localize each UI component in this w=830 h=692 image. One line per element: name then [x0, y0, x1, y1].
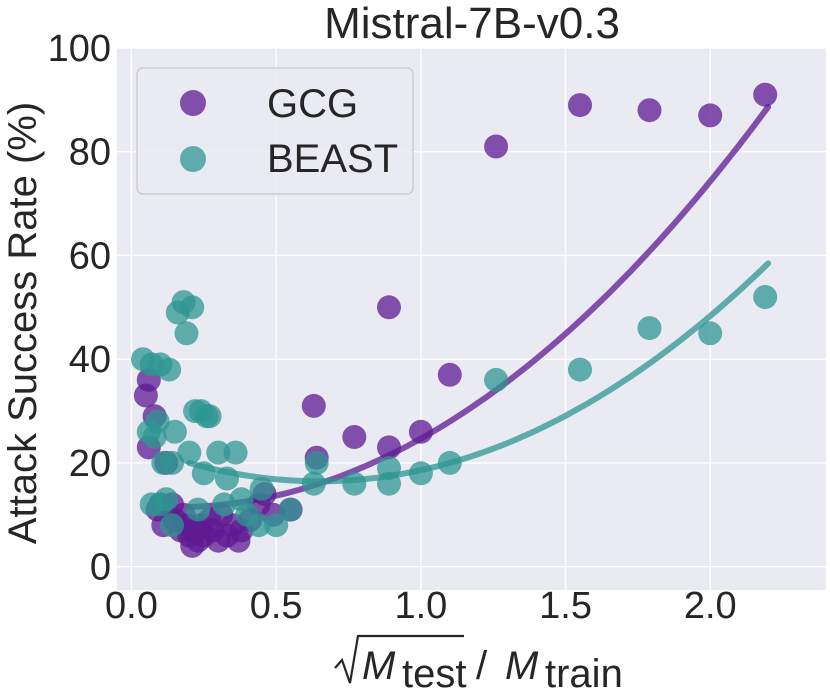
point-beast — [342, 471, 367, 496]
legend-label-beast: BEAST — [267, 137, 398, 181]
point-beast — [223, 440, 248, 465]
point-gcg — [637, 98, 662, 123]
point-beast — [180, 295, 205, 320]
x-label-m1: M — [362, 644, 396, 688]
data-points — [131, 82, 778, 558]
point-gcg — [753, 82, 778, 107]
point-beast — [484, 367, 509, 392]
point-beast — [377, 471, 401, 496]
point-beast — [278, 497, 303, 522]
x-tick-label: 1.0 — [394, 585, 447, 627]
point-beast — [162, 419, 187, 444]
point-gcg — [484, 134, 509, 159]
point-beast — [148, 492, 173, 517]
x-label-train: train — [545, 652, 623, 692]
point-beast — [160, 450, 184, 475]
y-tick-label: 0 — [90, 547, 111, 589]
x-label-slash: / — [476, 644, 488, 688]
point-beast — [264, 513, 289, 538]
point-beast — [246, 513, 271, 538]
fit-curve-beast — [186, 260, 772, 485]
point-gcg — [698, 103, 723, 128]
x-label-m2: M — [505, 644, 539, 688]
point-beast — [408, 461, 433, 486]
point-beast — [301, 471, 326, 496]
point-beast — [215, 466, 239, 491]
x-label-test: test — [402, 652, 466, 692]
legend-label-gcg: GCG — [267, 82, 358, 126]
point-gcg — [568, 93, 592, 118]
point-beast — [698, 321, 723, 346]
y-tick-label: 80 — [69, 132, 111, 174]
point-beast — [157, 357, 182, 382]
point-beast — [197, 404, 222, 429]
legend-marker-gcg — [180, 90, 206, 116]
x-tick-label: 0.0 — [105, 585, 158, 627]
point-gcg — [377, 295, 401, 320]
y-tick-label: 60 — [69, 235, 111, 277]
point-beast — [177, 440, 202, 465]
point-gcg — [408, 419, 433, 444]
point-beast — [249, 476, 274, 501]
point-gcg — [301, 393, 326, 418]
x-tick-label: 0.5 — [250, 585, 303, 627]
x-tick-label: 2.0 — [684, 585, 737, 627]
legend: GCG BEAST — [136, 67, 414, 195]
point-beast — [304, 450, 329, 475]
legend-box — [136, 67, 414, 195]
chart-title: Mistral-7B-v0.3 — [324, 0, 620, 48]
point-beast — [568, 357, 592, 382]
y-tick-label: 20 — [69, 443, 111, 485]
x-tick-label: 1.5 — [539, 585, 592, 627]
point-beast — [753, 285, 778, 309]
fit-curve-gcg — [186, 103, 772, 510]
y-tick-label: 40 — [69, 339, 111, 381]
point-beast — [174, 321, 199, 346]
point-gcg — [342, 425, 367, 449]
point-gcg — [377, 435, 401, 460]
x-axis-label: M test / M train — [334, 634, 623, 692]
y-tick-label: 100 — [48, 28, 111, 70]
tick-labels: 0.0 0.5 1.0 1.5 2.0 0 20 40 60 80 100 — [48, 28, 737, 627]
point-beast — [145, 409, 170, 434]
point-beast — [206, 440, 231, 465]
point-beast — [191, 461, 216, 486]
grid-lines — [117, 47, 826, 590]
y-axis-label: Attack Success Rate (%) — [1, 102, 45, 544]
point-gcg — [437, 362, 462, 387]
point-beast — [637, 316, 662, 341]
point-beast — [437, 450, 462, 475]
fit-curves — [186, 103, 772, 510]
point-beast — [186, 497, 210, 522]
radical-sign-icon — [334, 634, 464, 684]
point-beast — [160, 513, 184, 538]
legend-marker-beast — [180, 146, 206, 172]
